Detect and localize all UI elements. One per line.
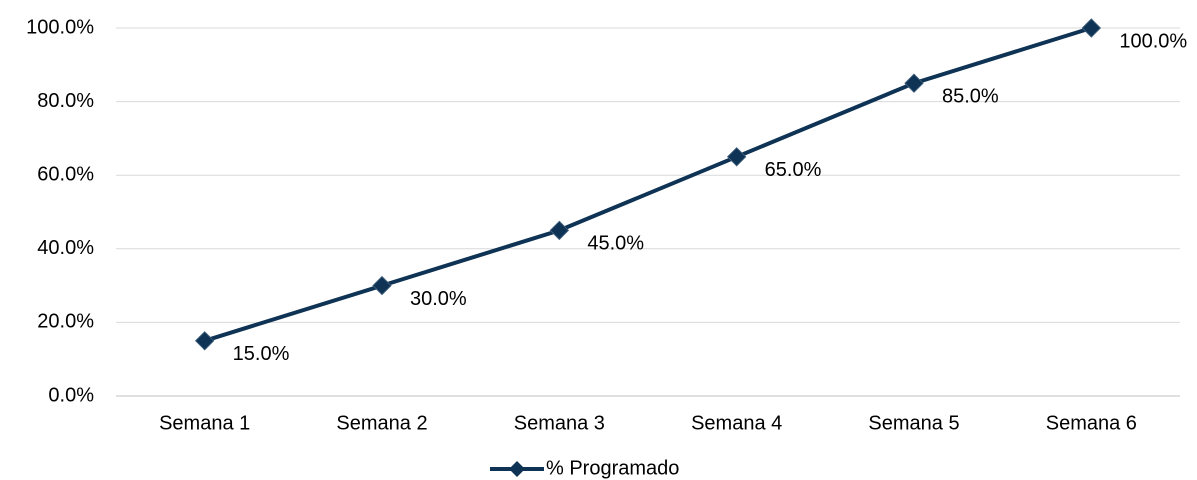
y-tick-label: 0.0% [48, 384, 94, 406]
data-label: 85.0% [942, 85, 999, 107]
marker [726, 147, 747, 167]
y-tick-label: 40.0% [37, 237, 94, 259]
x-tick-label: Semana 4 [691, 412, 782, 434]
legend-label: % Programado [546, 457, 679, 479]
marker [549, 220, 570, 241]
y-tick-label: 80.0% [37, 90, 94, 112]
marker [194, 331, 215, 351]
y-tick-label: 100.0% [26, 16, 94, 38]
series-line [204, 26, 1092, 343]
x-tick-label: Semana 6 [1046, 412, 1137, 434]
data-label: 15.0% [233, 343, 290, 365]
data-label: 45.0% [587, 233, 644, 255]
data-label: 100.0% [1119, 30, 1187, 52]
marker [904, 73, 924, 93]
x-tick-label: Semana 5 [868, 412, 959, 434]
x-tick-label: Semana 1 [159, 412, 250, 434]
marker [372, 275, 392, 296]
marker [1081, 18, 1102, 38]
data-label: 65.0% [765, 159, 822, 181]
y-tick-label: 20.0% [37, 311, 94, 333]
legend-marker [509, 461, 525, 477]
x-tick-label: Semana 3 [514, 412, 605, 434]
x-tick-label: Semana 2 [336, 412, 427, 434]
data-label: 30.0% [410, 288, 467, 310]
y-tick-label: 60.0% [37, 163, 94, 185]
